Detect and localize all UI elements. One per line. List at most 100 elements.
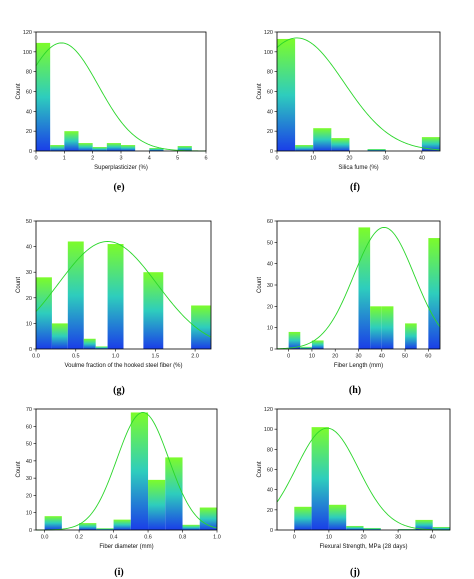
x-tick-label: 50: [402, 354, 408, 360]
x-tick-label: 10: [310, 156, 316, 162]
histogram-bar: [36, 277, 52, 349]
y-tick-label: 80: [26, 70, 32, 76]
plot-frame: [35, 220, 212, 350]
histogram-bar: [311, 340, 324, 349]
x-tick-label: 0.0: [41, 535, 49, 541]
chart-panel-g: 0.0 0.5 1.0 1.5 2.0 0 10 20 30 40 50 Voulme fractio…: [16, 219, 212, 396]
histogram-bar: [346, 525, 364, 530]
histogram-bar: [288, 331, 301, 349]
x-tick-label: 20: [332, 354, 338, 360]
y-tick-label: 60: [267, 219, 273, 225]
x-tick-label: 0.0: [32, 354, 40, 360]
y-tick-label: 20: [26, 493, 32, 499]
y-axis-label: Count: [16, 461, 22, 477]
x-tick-label: 30: [355, 354, 361, 360]
x-tick-label: 1: [63, 156, 66, 162]
y-tick-label: 40: [267, 109, 273, 115]
y-tick-label: 60: [26, 90, 32, 96]
histogram-bar: [149, 148, 164, 151]
histogram-bar: [381, 306, 394, 349]
y-tick-label: 80: [267, 447, 273, 453]
histogram-bar: [67, 241, 84, 349]
x-axis-label: Silica fume (%): [338, 165, 378, 171]
histogram-bar: [107, 244, 124, 349]
histogram-bar: [177, 146, 192, 151]
x-tick-label: 60: [425, 354, 431, 360]
histogram-bar: [331, 138, 350, 151]
x-tick-label: 30: [395, 535, 401, 541]
chart-panel-h: 0 10 20 30 40 50 60 0 10 20 30 40 50 60 Fiber Length (…: [257, 219, 441, 396]
y-tick-label: 10: [26, 511, 32, 517]
y-tick-label: 40: [26, 245, 32, 251]
normal-fit-curve: [35, 42, 207, 152]
panel-letter: (h): [349, 385, 361, 396]
x-axis-label: Voulme fraction of the hooked steel fibe…: [64, 363, 182, 369]
x-axis-label: Fiber Length (mm): [334, 363, 383, 369]
x-tick-label: 0: [293, 535, 296, 541]
plot-frame: [276, 31, 441, 152]
normal-fit-curve: [276, 427, 451, 531]
histogram-bar: [36, 42, 51, 151]
y-axis-label: Count: [16, 83, 22, 99]
x-tick-label: 1.0: [112, 354, 120, 360]
histogram-bar: [95, 346, 108, 349]
y-tick-label: 0: [270, 149, 273, 155]
x-tick-label: 5: [176, 156, 179, 162]
y-tick-label: 120: [264, 30, 273, 36]
x-tick-label: 0.2: [75, 535, 83, 541]
y-tick-label: 0: [270, 528, 273, 534]
histogram-bar: [79, 523, 97, 530]
histogram-bar: [367, 149, 386, 151]
histogram-bar: [78, 143, 93, 151]
histogram-bar: [313, 128, 332, 151]
histogram-bar: [311, 427, 329, 530]
x-tick-label: 0.8: [179, 535, 187, 541]
x-tick-label: 40: [419, 156, 425, 162]
x-axis-label: Flexural Strength, MPa (28 days): [319, 544, 407, 550]
y-axis-label: Count: [257, 83, 263, 99]
histogram-bar: [130, 412, 149, 530]
y-tick-label: 40: [26, 109, 32, 115]
y-tick-label: 100: [264, 427, 273, 433]
histogram-bar: [143, 272, 164, 349]
histogram-bar: [121, 145, 136, 151]
y-tick-label: 0: [29, 149, 32, 155]
y-axis-label: Count: [16, 277, 22, 293]
x-tick-label: 0: [275, 156, 278, 162]
x-tick-label: 0.5: [72, 354, 80, 360]
normal-fit-curve: [35, 241, 212, 338]
chart-panel-i: 0.0 0.2 0.4 0.6 0.8 1.0 0 10 20 30 40 50 60 70 Fiber d…: [16, 407, 221, 578]
histogram-bar: [428, 238, 440, 349]
y-tick-label: 20: [26, 296, 32, 302]
y-tick-label: 30: [267, 283, 273, 289]
histogram-bar: [358, 227, 371, 349]
histogram-bar: [199, 507, 217, 530]
histogram-bar: [398, 528, 416, 530]
y-tick-label: 50: [26, 442, 32, 448]
normal-fit-curve: [276, 37, 441, 151]
y-tick-label: 20: [26, 129, 32, 135]
y-tick-label: 10: [26, 321, 32, 327]
histogram-bar: [300, 346, 312, 349]
histogram-bar: [405, 323, 417, 349]
panel-letter: (j): [350, 567, 360, 578]
x-tick-label: 10: [326, 535, 332, 541]
histogram-bar: [50, 145, 65, 151]
x-tick-label: 0.4: [110, 535, 118, 541]
x-tick-label: 40: [430, 535, 436, 541]
y-tick-label: 100: [23, 50, 32, 56]
histogram-bar: [370, 306, 382, 349]
x-tick-label: 0.6: [144, 535, 152, 541]
x-tick-label: 6: [204, 156, 207, 162]
histogram-bar: [421, 137, 440, 151]
x-tick-label: 3: [119, 156, 122, 162]
histogram-bar: [96, 528, 114, 530]
histogram-bar: [83, 338, 96, 349]
x-tick-label: 0: [34, 156, 37, 162]
y-tick-label: 20: [267, 304, 273, 310]
plot-frame: [35, 408, 218, 531]
histogram-bar: [64, 131, 79, 151]
y-tick-label: 0: [29, 347, 32, 353]
y-tick-label: 0: [270, 347, 273, 353]
histogram-bar: [92, 147, 107, 151]
